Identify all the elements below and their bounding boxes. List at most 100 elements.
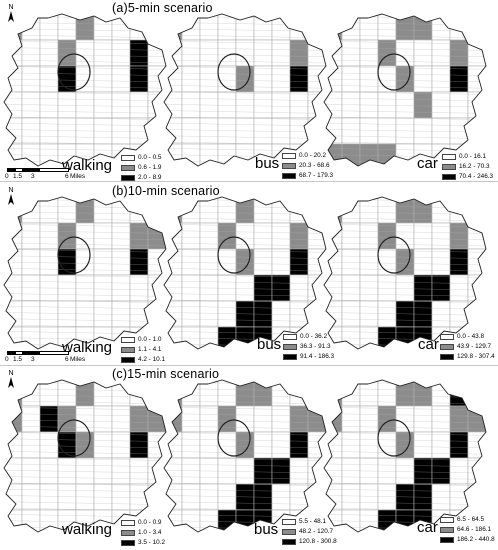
map-zone [341,326,361,349]
scale-unit: Miles [70,173,86,180]
map-zone [341,197,361,224]
map-zone [129,248,149,276]
map-zone [93,274,113,302]
map-zone [4,457,23,485]
map-zone [395,431,415,459]
map-zone [4,405,23,433]
map-zone [377,300,397,328]
legend-swatch-high [440,354,454,360]
map-bus [163,13,327,167]
map-zone [431,300,451,328]
scale-tick: 3 [31,356,35,363]
map-zone [129,274,149,302]
map-zone [75,197,95,224]
map-zone [164,197,183,224]
map-zone [431,483,451,511]
legend-swatch-mid [283,344,297,350]
map-zone [199,143,219,166]
legend-swatch-mid [121,530,135,536]
legend-label: 0.0 - 0.5 [138,154,162,161]
legend-label: 64.6 - 186.1 [457,526,492,533]
map-zone [129,222,149,250]
downtown-ring [377,419,411,457]
map-zone [467,300,486,328]
map-zone [253,14,273,41]
map-zone [75,39,95,67]
map-walking [3,196,167,350]
city-boundary [323,13,487,167]
map-zone [449,39,469,67]
map-zone [181,91,201,119]
map-zone [21,248,41,276]
map-zone [449,248,469,276]
scale-bar-graphic [7,168,69,172]
city-boundary [323,196,487,350]
map-zone [129,380,149,407]
scale-tick: 0 [5,356,9,363]
map-zone [181,65,201,93]
city-boundary [163,379,327,533]
map-zone [129,91,149,119]
map-zone [181,326,201,349]
map-zone [467,483,486,511]
map-zone [57,117,77,145]
map-zone [341,509,361,532]
map-zone [199,326,219,349]
legend-label: 43.9 - 129.7 [457,343,492,350]
scale-tick: 1.5 [13,173,23,180]
map-zone [181,457,201,485]
map-zone [359,248,379,276]
map-zone [341,39,361,67]
map-zone [289,457,309,485]
map-zone [57,300,77,328]
map-zone [377,457,397,485]
legend-label: 0.0 - 16.1 [459,153,487,160]
legend-swatch-mid [282,529,296,535]
map-zone [129,65,149,93]
map-zone [57,483,77,511]
panel-divider [0,365,498,366]
city-boundary [3,379,167,533]
scale-tick: 6 [65,356,69,363]
map-zone [164,457,183,485]
map-zone [199,483,219,511]
legend-swatch-high [442,174,456,180]
legend-swatch-low [121,520,135,526]
map-zone [341,457,361,485]
map-zone [164,14,183,41]
north-arrow-icon: N [8,187,14,205]
map-zone [271,117,291,145]
map-zone [324,380,343,407]
map-zone [271,483,291,511]
map-zone [271,248,291,276]
city-boundary [3,196,167,350]
downtown-ring [377,53,411,91]
map-zone [271,431,291,459]
map-zone [235,65,255,93]
map-zone [21,14,41,41]
map-zone [93,457,113,485]
legend-car: 0.0 - 16.1 16.2 - 70.3 70.4 - 246.3 [442,152,493,182]
map-zone [359,222,379,250]
map-zone [21,380,41,407]
map-zone [4,197,23,224]
map-zone [324,274,343,302]
map-zone [21,457,41,485]
map-zone [431,65,451,93]
map-zone [341,143,361,166]
map-zone [395,39,415,67]
scale-tick: 0 [5,173,9,180]
map-zone [253,431,273,459]
map-zone [289,222,309,250]
map-zone [235,457,255,485]
map-zone [75,248,95,276]
map-zone [449,14,469,41]
legend-bus: 5.5 - 48.1 48.2 - 120.7 120.8 - 300.8 [282,517,337,547]
map-zone [449,222,469,250]
map-zone [4,222,23,250]
map-car [323,379,487,533]
legend-label: 129.8 - 307.4 [457,353,495,360]
map-zone [289,405,309,433]
map-zone [413,457,433,485]
map-zone [395,274,415,302]
